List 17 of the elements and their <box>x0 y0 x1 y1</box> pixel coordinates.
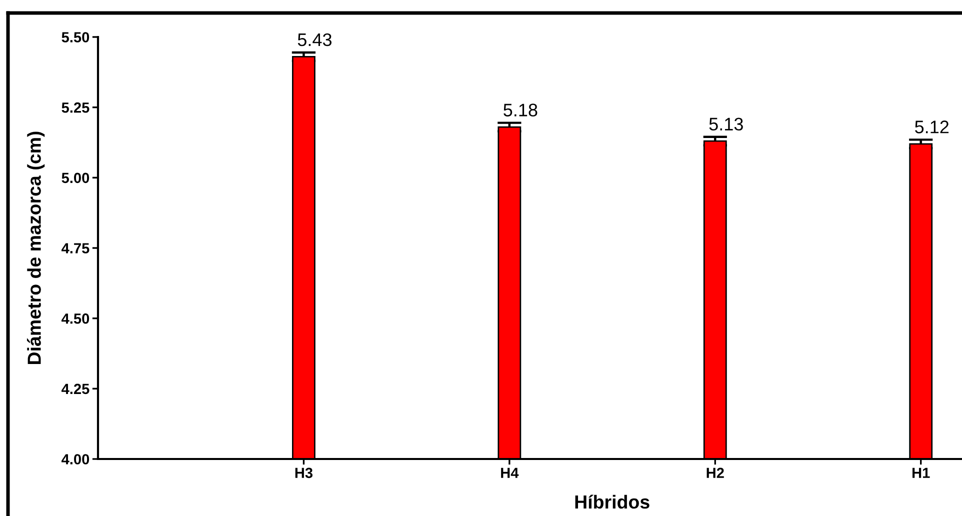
y-tick-label: 4.75 <box>62 243 90 254</box>
y-tick-label: 5.00 <box>62 172 90 184</box>
x-tick-label: H1 <box>912 468 930 478</box>
y-axis-title: Diámetro de mazorca (cm) <box>26 132 45 364</box>
x-tick-label: H2 <box>706 468 724 478</box>
y-tick-label: 4.50 <box>62 313 90 324</box>
data-label: 5.43 <box>298 33 332 46</box>
x-axis-title: Híbridos <box>575 494 650 509</box>
y-tick-label: 5.50 <box>62 32 90 42</box>
y-tick-label: 4.00 <box>62 454 90 464</box>
data-label: 5.18 <box>504 104 538 116</box>
x-tick-label: H4 <box>501 468 519 478</box>
y-tick-label: 5.25 <box>62 102 90 113</box>
x-tick-label: H3 <box>295 468 313 478</box>
data-label: 5.13 <box>709 118 743 131</box>
data-label: 5.12 <box>915 120 949 134</box>
y-tick-label: 4.25 <box>62 384 90 394</box>
